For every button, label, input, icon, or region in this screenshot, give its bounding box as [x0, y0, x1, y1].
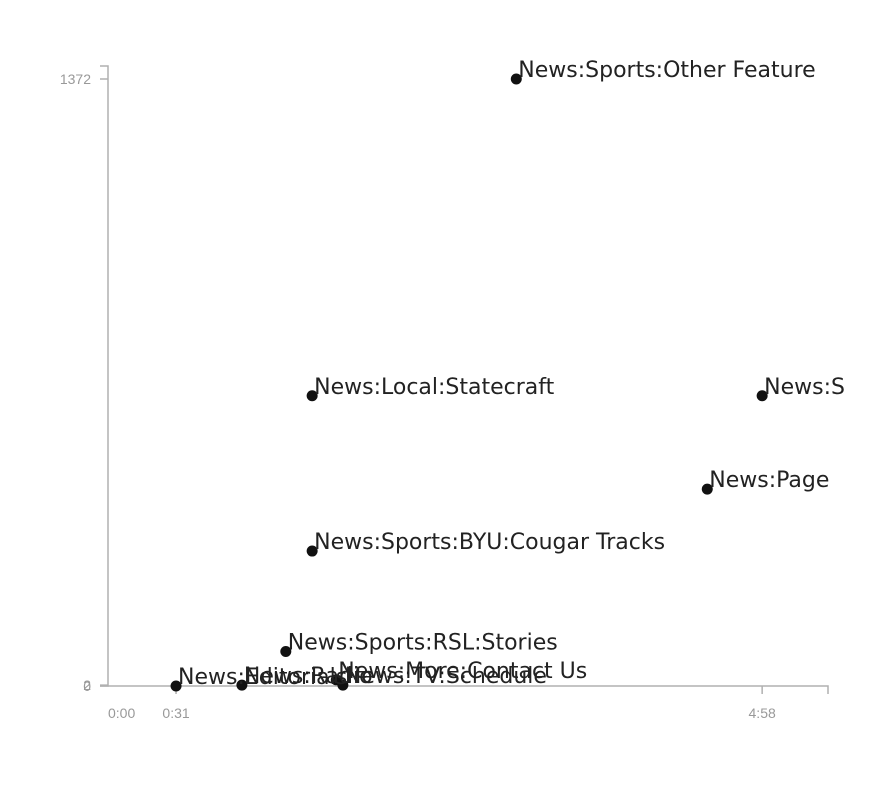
data-point-label: News:More:Contact Us	[338, 659, 587, 684]
data-point	[236, 679, 248, 691]
data-point	[306, 545, 318, 557]
x-tick-label: 4:58	[749, 705, 776, 721]
y-tick-label: 2	[83, 677, 91, 693]
data-point-label: News:TV:Schedule	[345, 664, 547, 689]
data-point	[701, 483, 713, 495]
data-point-label: News:Sports:BYU:Cougar Tracks	[314, 530, 665, 555]
data-point	[337, 679, 349, 691]
data-points: News:Sports:Other Feature News:Local:Stat…	[170, 58, 845, 692]
x-tick-label: 0:00	[108, 705, 135, 721]
data-point	[510, 73, 522, 85]
x-tick-label: 0:31	[162, 705, 189, 721]
data-point-label: News:Sports:Other Feature	[518, 58, 815, 83]
data-point-label: News:Sports:RSL:Stories	[288, 630, 558, 655]
data-point	[756, 390, 768, 402]
data-point	[280, 645, 292, 657]
data-point-label: News:Editorials	[178, 665, 347, 690]
data-point	[170, 680, 182, 692]
data-point-label: News:S	[764, 375, 845, 400]
y-axis-line	[100, 65, 109, 687]
y-tick-label: 0	[83, 678, 91, 694]
ticks: 02 1372 0:00 0:31 4:58	[60, 71, 776, 721]
data-point	[306, 390, 318, 402]
y-tick-label: 1372	[60, 71, 91, 87]
data-point-label: News:Local:Statecraft	[314, 375, 555, 400]
data-point-label: News:Page	[709, 468, 829, 493]
data-point-label: News:Radio	[244, 664, 373, 689]
